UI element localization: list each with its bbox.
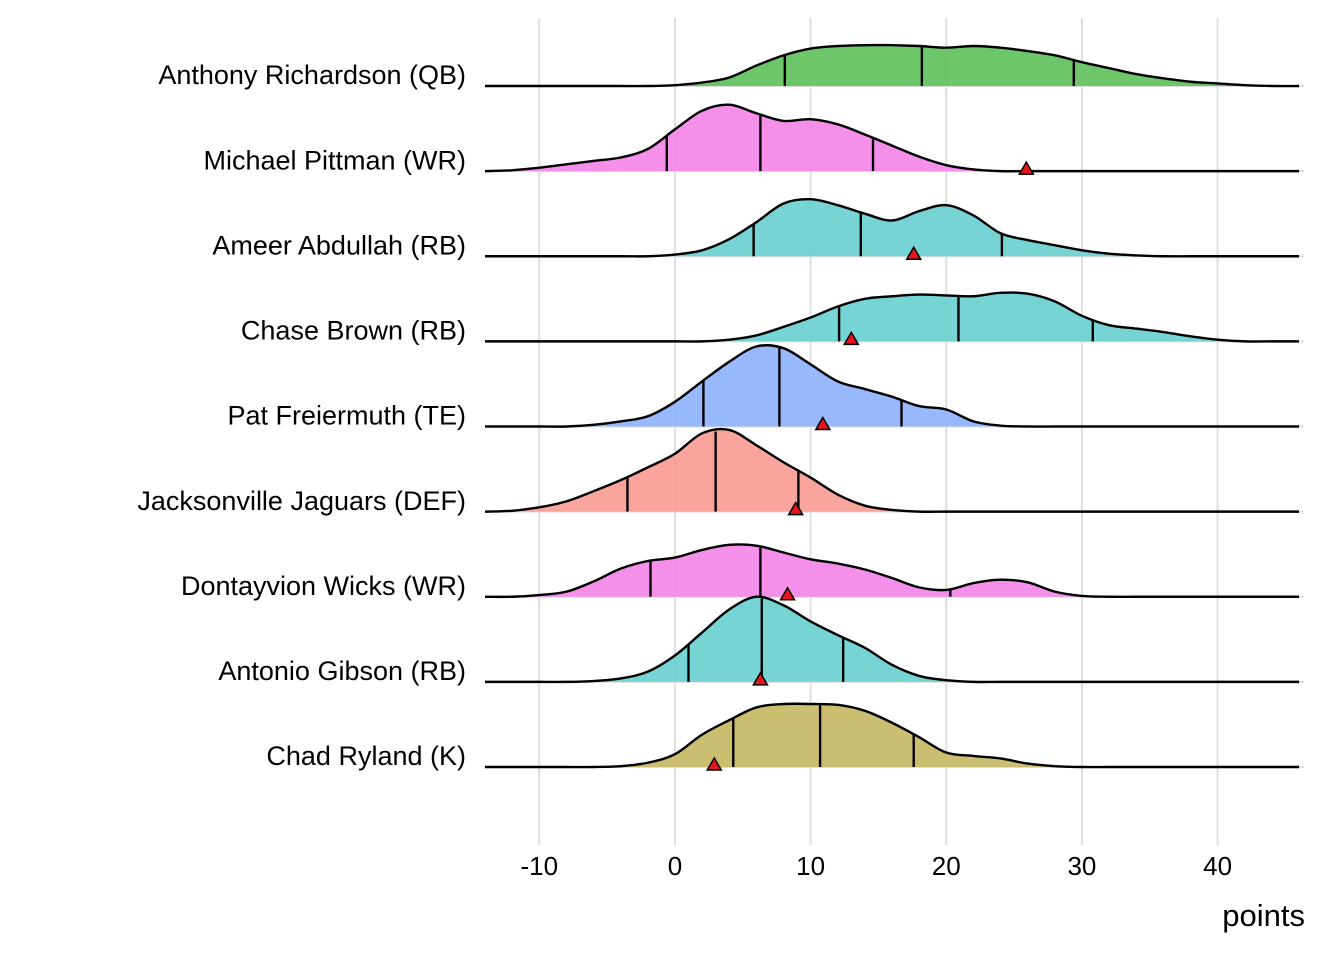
actual-marker [814,416,832,431]
x-tick-label: 40 [1203,851,1232,881]
density-area [485,345,1299,427]
density-line [484,543,1299,599]
actual-marker [1018,160,1035,175]
category-label: Dontayvion Wicks (WR) [181,571,466,601]
density-area [485,104,1299,172]
density-line [484,427,1299,513]
density-area [485,544,1299,597]
category-label: Ameer Abdullah (RB) [212,230,466,260]
density-area [485,292,1299,342]
x-tick-label: 0 [668,851,682,881]
density-area [485,199,1299,257]
density-line [484,702,1299,769]
density-line [485,344,1299,428]
x-tick-label: 30 [1067,851,1096,881]
density-area [485,429,1299,512]
actual-marker [905,245,923,260]
category-label: Michael Pittman (WR) [203,145,466,175]
actual-marker [752,671,769,686]
actual-marker [705,756,723,771]
density-line [484,43,1300,88]
actual-marker [779,586,796,601]
x-tick-label: 20 [932,851,961,881]
category-label: Chase Brown (RB) [241,316,466,346]
density-area [485,703,1299,768]
density-area [485,45,1299,87]
x-tick-label: 10 [796,851,825,881]
density-line [485,595,1299,684]
actual-marker [787,501,804,516]
category-label: Jacksonville Jaguars (DEF) [137,486,466,516]
category-label: Pat Freiermuth (TE) [227,401,466,431]
density-line [484,197,1299,258]
category-label: Anthony Richardson (QB) [158,60,466,90]
x-tick-label: -10 [520,851,558,881]
density-line [484,103,1299,173]
density-area [485,596,1299,683]
x-axis-title: points [1222,898,1305,933]
actual-marker [842,330,860,346]
density-line [484,291,1299,343]
category-label: Antonio Gibson (RB) [218,656,466,686]
category-label: Chad Ryland (K) [266,741,466,771]
